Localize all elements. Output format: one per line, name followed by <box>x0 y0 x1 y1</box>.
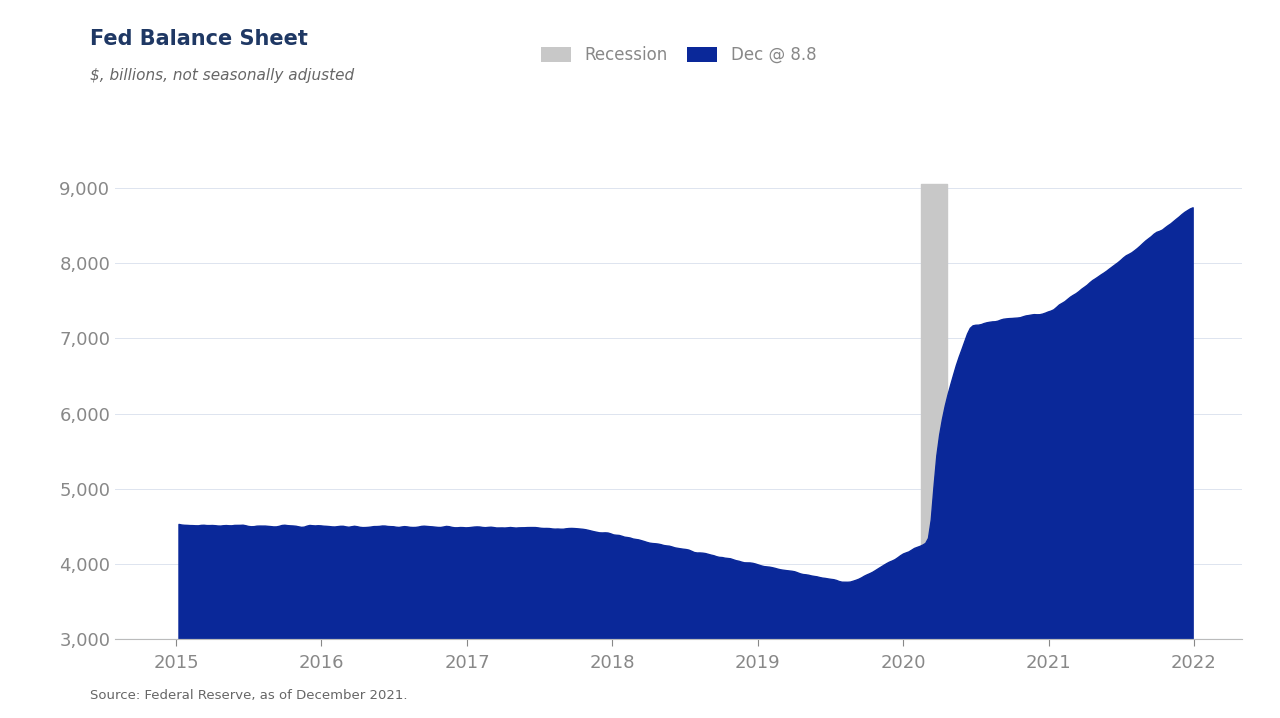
Legend: Recession, Dec @ 8.8: Recession, Dec @ 8.8 <box>540 46 817 64</box>
Text: Source: Federal Reserve, as of December 2021.: Source: Federal Reserve, as of December … <box>90 689 407 702</box>
Text: Fed Balance Sheet: Fed Balance Sheet <box>90 29 307 49</box>
Text: $, billions, not seasonally adjusted: $, billions, not seasonally adjusted <box>90 68 353 83</box>
